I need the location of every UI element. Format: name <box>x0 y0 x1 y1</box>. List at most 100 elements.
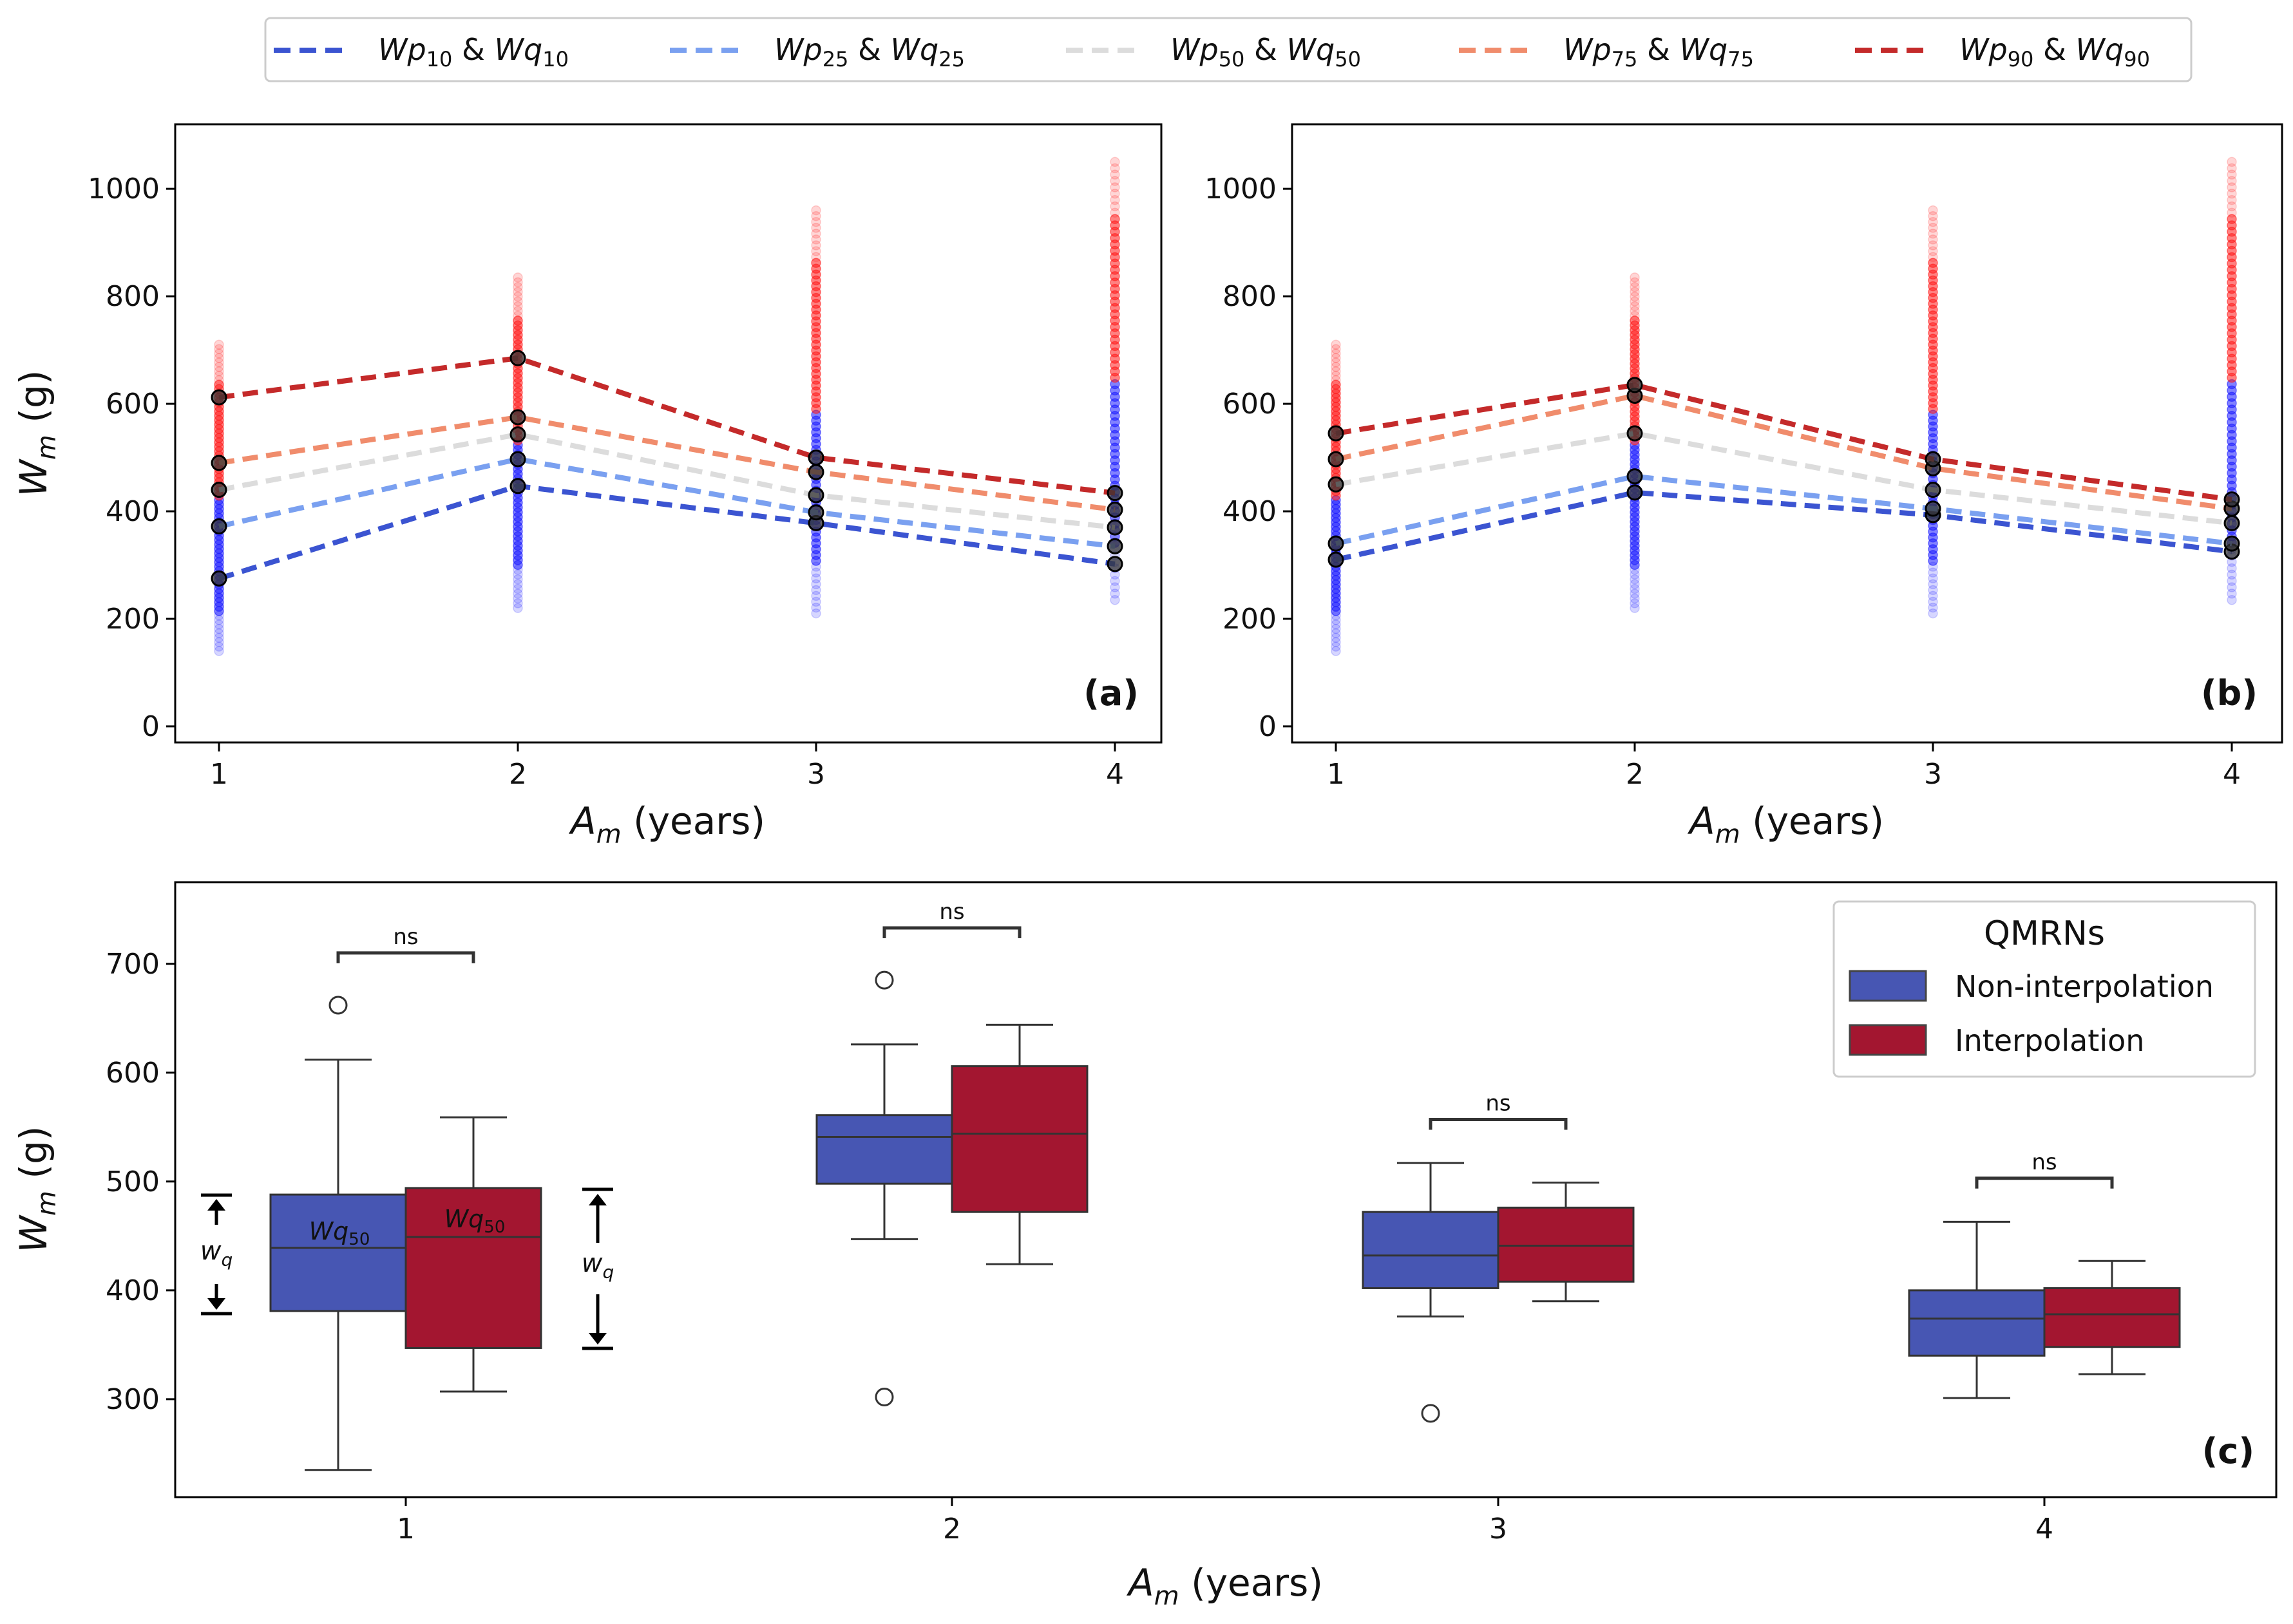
scatter-point <box>1630 579 1640 589</box>
scatter-point <box>1928 602 1938 613</box>
box-flier <box>875 1387 894 1406</box>
series-point-p50 <box>1107 519 1123 536</box>
series-line-p50 <box>1335 430 2232 526</box>
xtick-label: 2 <box>509 758 527 791</box>
scatter-point <box>1630 277 1640 288</box>
scatter-point <box>1928 585 1938 596</box>
top-legend: Wp10 & Wq10 Wp25 & Wq25 Wp50 & Wq50 Wp75 & … <box>264 17 2193 82</box>
scatter-point <box>513 301 523 312</box>
scatter-point <box>1630 569 1640 580</box>
scatter-point <box>214 353 224 363</box>
scatter-point <box>1331 339 1341 350</box>
xlabel-a: Am (years) <box>568 799 765 849</box>
series-point-p90 <box>1327 425 1344 442</box>
ytick-label: 400 <box>1223 495 1277 528</box>
series-line-p10 <box>218 483 1116 581</box>
box-iqr <box>815 1114 953 1185</box>
scatter-point <box>811 229 821 239</box>
scatter-point <box>214 379 224 390</box>
scatter-point <box>2227 163 2237 174</box>
ylabel-c: Wm (g) <box>12 1126 62 1253</box>
scatter-point <box>513 569 523 580</box>
series-point-p75 <box>1107 502 1123 518</box>
scatter-point <box>1110 169 1120 180</box>
scatter-point <box>513 598 523 609</box>
scatter-point <box>1928 567 1938 578</box>
significance-bracket <box>1429 1117 1568 1130</box>
series-point-p75 <box>211 455 227 471</box>
scatter-point <box>513 306 523 316</box>
significance-bracket <box>336 951 475 963</box>
scatter-point <box>2227 182 2237 193</box>
box-flier <box>875 970 894 990</box>
scatter-point <box>1928 608 1938 619</box>
scatter-point <box>2227 214 2237 224</box>
ytick-label: 600 <box>1223 388 1277 420</box>
scatter-point <box>214 339 224 350</box>
scatter-point <box>1928 205 1938 216</box>
scatter-point <box>214 375 224 386</box>
scatter-point <box>1331 637 1341 648</box>
xlabel-b: Am (years) <box>1687 799 1884 849</box>
scatter-point <box>811 205 821 216</box>
wq-red-up-arrowhead <box>589 1194 607 1205</box>
box-iqr <box>1908 1289 2046 1357</box>
wq50-red-label: Wq50 <box>444 1205 506 1237</box>
scatter-point <box>214 637 224 648</box>
series-line-p50 <box>218 431 1116 531</box>
scatter-point <box>1110 201 1120 212</box>
scatter-point <box>214 344 224 354</box>
scatter-point <box>214 357 224 368</box>
scatter-point <box>1630 272 1640 283</box>
significance-bracket <box>1975 1176 2114 1189</box>
scatter-point <box>513 574 523 585</box>
scatter-point <box>1331 375 1341 386</box>
series-point-p90 <box>509 350 526 366</box>
series-point-p25 <box>1925 500 1941 517</box>
scatter-point <box>2227 188 2237 199</box>
ytick-label: 400 <box>106 1274 160 1307</box>
wq-blue-label: wq <box>200 1236 233 1270</box>
ytick-label: 300 <box>106 1383 160 1416</box>
scatter-point <box>214 632 224 643</box>
scatter-point <box>1928 579 1938 590</box>
scatter-point <box>513 593 523 604</box>
scatter-point <box>1331 632 1341 643</box>
scatter-point <box>2227 169 2237 180</box>
box-legend-label-noninterp: Non-interpolation <box>1955 969 2214 1004</box>
box-iqr <box>404 1187 542 1349</box>
scatter-point <box>1331 641 1341 652</box>
series-point-p50 <box>2223 515 2240 531</box>
series-point-p25 <box>808 504 824 521</box>
ytick-label: 600 <box>106 388 160 420</box>
scatter-point <box>1928 258 1938 268</box>
box-legend-swatch-noninterp <box>1849 970 1927 1002</box>
ytick-label: 0 <box>1259 710 1277 743</box>
series-point-p25 <box>1107 538 1123 554</box>
legend-label-p10: Wp10 & Wq10 <box>378 32 569 71</box>
ytick-label: 800 <box>106 280 160 313</box>
box-legend-title: QMRNs <box>1984 914 2105 953</box>
series-point-p10 <box>509 478 526 495</box>
scatter-point <box>2227 569 2237 580</box>
scatter-point <box>1630 287 1640 297</box>
ytick-label: 200 <box>1223 603 1277 636</box>
scatter-point <box>811 596 821 607</box>
scatter-point <box>214 619 224 630</box>
series-line-p90 <box>218 355 1116 496</box>
series-line-p75 <box>1335 393 2232 511</box>
series-point-p50 <box>808 487 824 504</box>
xtick-label: 1 <box>1327 758 1345 791</box>
scatter-point <box>2227 582 2237 592</box>
scatter-point <box>2227 563 2237 574</box>
series-point-p10 <box>1626 484 1643 501</box>
panel-c-frame <box>174 881 2278 1498</box>
series-point-p50 <box>211 482 227 498</box>
scatter-point <box>2227 207 2237 218</box>
scatter-point <box>513 296 523 307</box>
significance-label: ns <box>939 899 964 925</box>
scatter-point <box>811 585 821 596</box>
ytick-label: 500 <box>106 1166 160 1198</box>
scatter-point <box>1630 296 1640 307</box>
scatter-point <box>1630 282 1640 292</box>
